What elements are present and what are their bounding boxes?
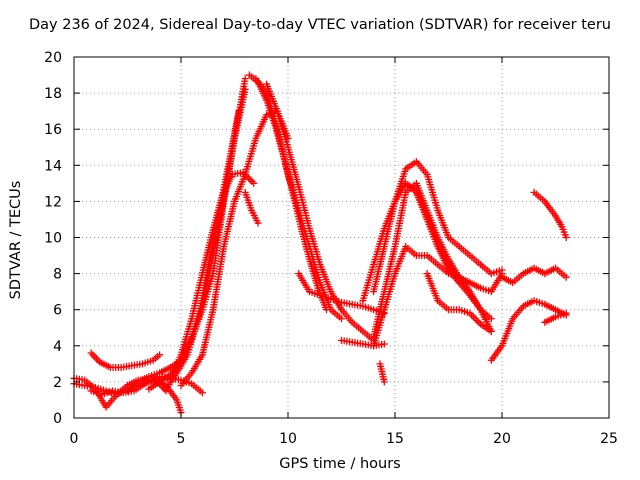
data-point xyxy=(338,315,345,323)
y-tick-label: 6 xyxy=(53,303,62,319)
data-point xyxy=(562,309,570,317)
y-tick-label: 18 xyxy=(44,86,62,102)
data-point xyxy=(156,351,164,359)
data-point xyxy=(487,327,495,335)
y-tick-label: 12 xyxy=(44,194,62,210)
y-tick-label: 14 xyxy=(44,158,62,174)
data-point xyxy=(241,85,249,93)
x-tick-label: 20 xyxy=(493,431,511,447)
data-point xyxy=(235,107,243,115)
y-tick-label: 2 xyxy=(53,375,62,391)
y-tick-label: 0 xyxy=(53,411,62,427)
data-point xyxy=(241,75,249,83)
x-axis-label: GPS time / hours xyxy=(279,456,401,472)
y-axis-label: SDTVAR / TECUs xyxy=(8,180,24,300)
data-point xyxy=(198,389,206,397)
data-point xyxy=(250,179,258,187)
data-point xyxy=(380,340,388,348)
data-point xyxy=(562,234,570,241)
data-point xyxy=(254,219,262,227)
chart-title: Day 236 of 2024, Sidereal Day-to-day VTE… xyxy=(28,17,612,33)
y-tick-label: 10 xyxy=(44,231,62,247)
x-tick-label: 10 xyxy=(279,431,297,447)
y-tick-label: 16 xyxy=(44,122,62,138)
y-tick-label: 8 xyxy=(53,267,62,283)
y-tick-label: 20 xyxy=(44,50,62,66)
x-tick-label: 25 xyxy=(600,431,618,447)
y-tick-label: 4 xyxy=(53,339,62,355)
data-point xyxy=(487,315,495,323)
x-tick-label: 0 xyxy=(70,431,79,447)
x-tick-label: 15 xyxy=(386,431,404,447)
data-point xyxy=(562,273,570,281)
x-tick-label: 5 xyxy=(177,431,186,447)
data-point xyxy=(380,378,388,386)
